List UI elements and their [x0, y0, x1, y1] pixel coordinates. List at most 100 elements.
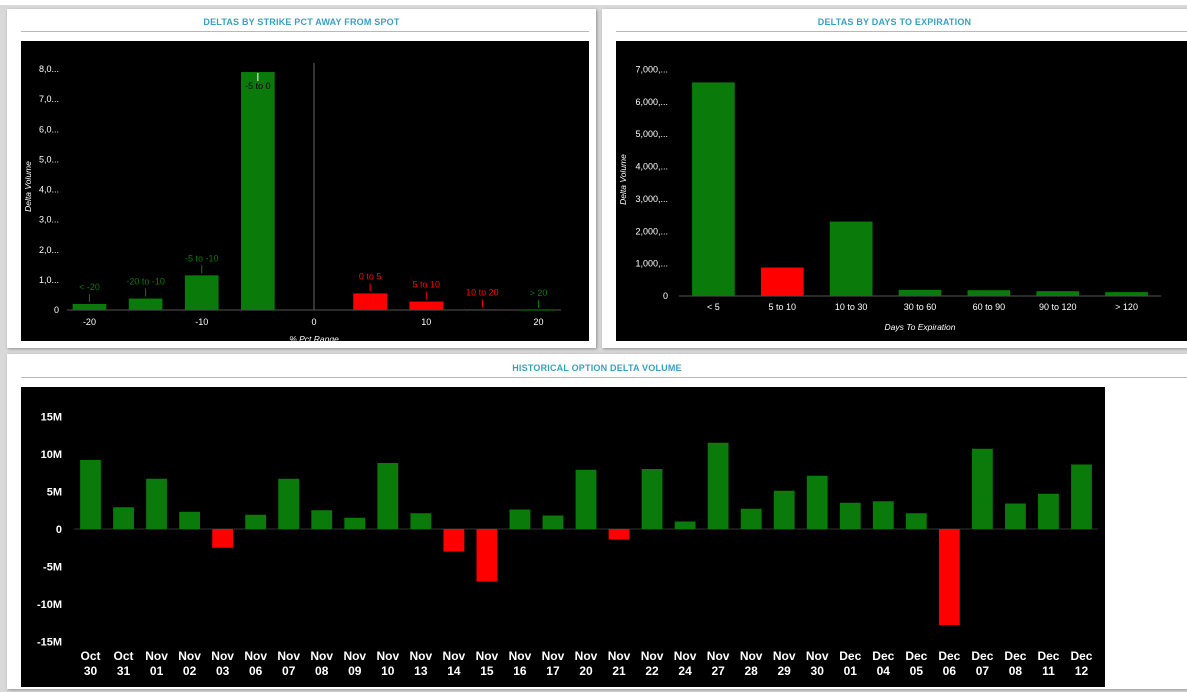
history-title-rule: [21, 377, 1187, 378]
history-xtick-day: 13: [414, 664, 428, 678]
history-xtick-month: Nov: [575, 649, 598, 663]
history-ytick-label: 5M: [47, 487, 62, 499]
history-xtick-month: Oct: [114, 649, 134, 663]
history-xtick-day: 06: [249, 664, 263, 678]
history-xtick-day: 10: [381, 664, 395, 678]
history-xtick-month: Nov: [343, 649, 366, 663]
strike-ytick-label: 7,0...: [39, 94, 59, 104]
history-xtick-day: 28: [744, 664, 758, 678]
strike-ytick-label: 2,0...: [39, 245, 59, 255]
history-bar: [905, 513, 927, 529]
history-xtick-day: 08: [315, 664, 329, 678]
expiry-xtick-label: > 120: [1115, 302, 1138, 312]
strike-xtick-label: 20: [534, 317, 544, 327]
strike-bar: [353, 293, 387, 310]
history-xtick-month: Nov: [310, 649, 333, 663]
history-xtick-month: Nov: [410, 649, 433, 663]
expiry-bar: [829, 221, 873, 296]
strike-bar: [72, 303, 107, 310]
strike-panel-title: DELTAS BY STRIKE PCT AWAY FROM SPOT: [203, 17, 400, 27]
strike-bar-label: -5 to -10: [185, 253, 219, 263]
history-xtick-day: 22: [645, 664, 659, 678]
strike-bar: [241, 72, 275, 310]
expiry-chart-area: 0 1,000,... 2,000,... 3,000,... 4,000,... 5,0…: [616, 41, 1187, 341]
history-xtick-day: 03: [216, 664, 230, 678]
expiry-ytick-label: 3,000,...: [635, 194, 668, 204]
history-xtick-month: Dec: [1037, 649, 1059, 663]
expiry-xtick-label: 30 to 60: [904, 302, 937, 312]
history-bar: [1005, 503, 1026, 529]
history-bar: [938, 529, 960, 625]
strike-xtick-label: 10: [421, 317, 431, 327]
history-bar: [509, 509, 531, 529]
history-xtick-month: Nov: [674, 649, 697, 663]
history-xtick-month: Dec: [1070, 649, 1092, 663]
history-xtick-month: Nov: [145, 649, 168, 663]
expiry-bar: [967, 290, 1011, 296]
strike-bar: [521, 310, 556, 311]
strike-ytick-label: 8,0...: [39, 64, 59, 74]
strike-bar-label: > 20: [530, 288, 548, 298]
history-xtick-day: 30: [811, 664, 825, 678]
expiry-ytick-label: 5,000,...: [635, 129, 668, 139]
expiry-panel-title: DELTAS BY DAYS TO EXPIRATION: [817, 17, 972, 27]
strike-bar-label: 10 to 20: [466, 287, 499, 297]
history-xtick-day: 20: [579, 664, 593, 678]
history-bar: [179, 511, 201, 529]
history-ytick-label: 15M: [41, 412, 62, 424]
expiry-ytick-label: 0: [663, 291, 668, 301]
history-bar: [740, 508, 762, 529]
history-xtick-day: 01: [844, 664, 858, 678]
expiry-xtick-label: 60 to 90: [973, 302, 1006, 312]
history-xtick-day: 08: [1009, 664, 1023, 678]
strike-xtick-label: -10: [195, 317, 208, 327]
history-chart: 15M10M5M0-5M-10M-15MOct30Oct31Nov01Nov02…: [37, 412, 1098, 678]
strike-ytick-label: 3,0...: [39, 215, 59, 225]
history-xtick-day: 07: [282, 664, 296, 678]
expiry-bar: [1036, 291, 1080, 296]
history-xtick-month: Nov: [178, 649, 201, 663]
history-xtick-day: 14: [447, 664, 461, 678]
strike-chart: 0 1,0... 2,0... 3,0... 4,0... 5,0... 6,0... 7,0…: [23, 63, 561, 344]
history-bar: [146, 478, 167, 529]
strike-bar-label: -20 to -10: [126, 277, 165, 287]
history-bar: [113, 507, 134, 529]
strike-yaxis-title: Delta Volume: [23, 161, 33, 212]
expiry-bar: [760, 267, 804, 296]
expiry-chart: 0 1,000,... 2,000,... 3,000,... 4,000,... 5,0…: [618, 64, 1161, 332]
history-xtick-day: 27: [711, 664, 725, 678]
history-xtick-month: Nov: [211, 649, 234, 663]
history-bar: [641, 469, 663, 529]
history-panel-title: HISTORICAL OPTION DELTA VOLUME: [512, 363, 682, 373]
history-xtick-day: 12: [1075, 664, 1089, 678]
strike-xtick-label: -20: [83, 317, 96, 327]
history-xtick-day: 29: [778, 664, 792, 678]
history-xtick-day: 24: [678, 664, 692, 678]
history-xtick-month: Dec: [1004, 649, 1026, 663]
history-xtick-month: Nov: [509, 649, 532, 663]
history-xtick-day: 02: [183, 664, 197, 678]
history-xtick-day: 01: [150, 664, 164, 678]
history-xtick-month: Nov: [244, 649, 267, 663]
strike-xaxis-title: % Pct Range: [289, 334, 339, 341]
history-bar: [443, 529, 465, 552]
history-bar: [410, 513, 432, 529]
history-ytick-label: -5M: [43, 562, 62, 574]
history-bar: [1038, 493, 1059, 529]
expiry-ytick-label: 4,000,...: [635, 162, 668, 172]
top-strip: [0, 0, 1187, 5]
history-xtick-month: Dec: [905, 649, 927, 663]
expiry-xaxis-title: Days To Expiration: [884, 322, 955, 332]
history-xtick-month: Nov: [443, 649, 466, 663]
history-bar: [344, 517, 366, 529]
strike-panel: DELTAS BY STRIKE PCT AWAY FROM SPOT 0 1,0…: [7, 9, 596, 348]
expiry-xtick-label: 10 to 30: [835, 302, 868, 312]
history-ytick-label: 0: [56, 524, 62, 536]
history-bar: [707, 442, 729, 529]
strike-bar-label: 0 to 5: [359, 271, 382, 281]
history-xtick-month: Nov: [608, 649, 631, 663]
history-xtick-day: 30: [84, 664, 98, 678]
history-ytick-label: -10M: [37, 599, 62, 611]
history-bar: [311, 510, 333, 529]
history-bar: [377, 463, 399, 529]
